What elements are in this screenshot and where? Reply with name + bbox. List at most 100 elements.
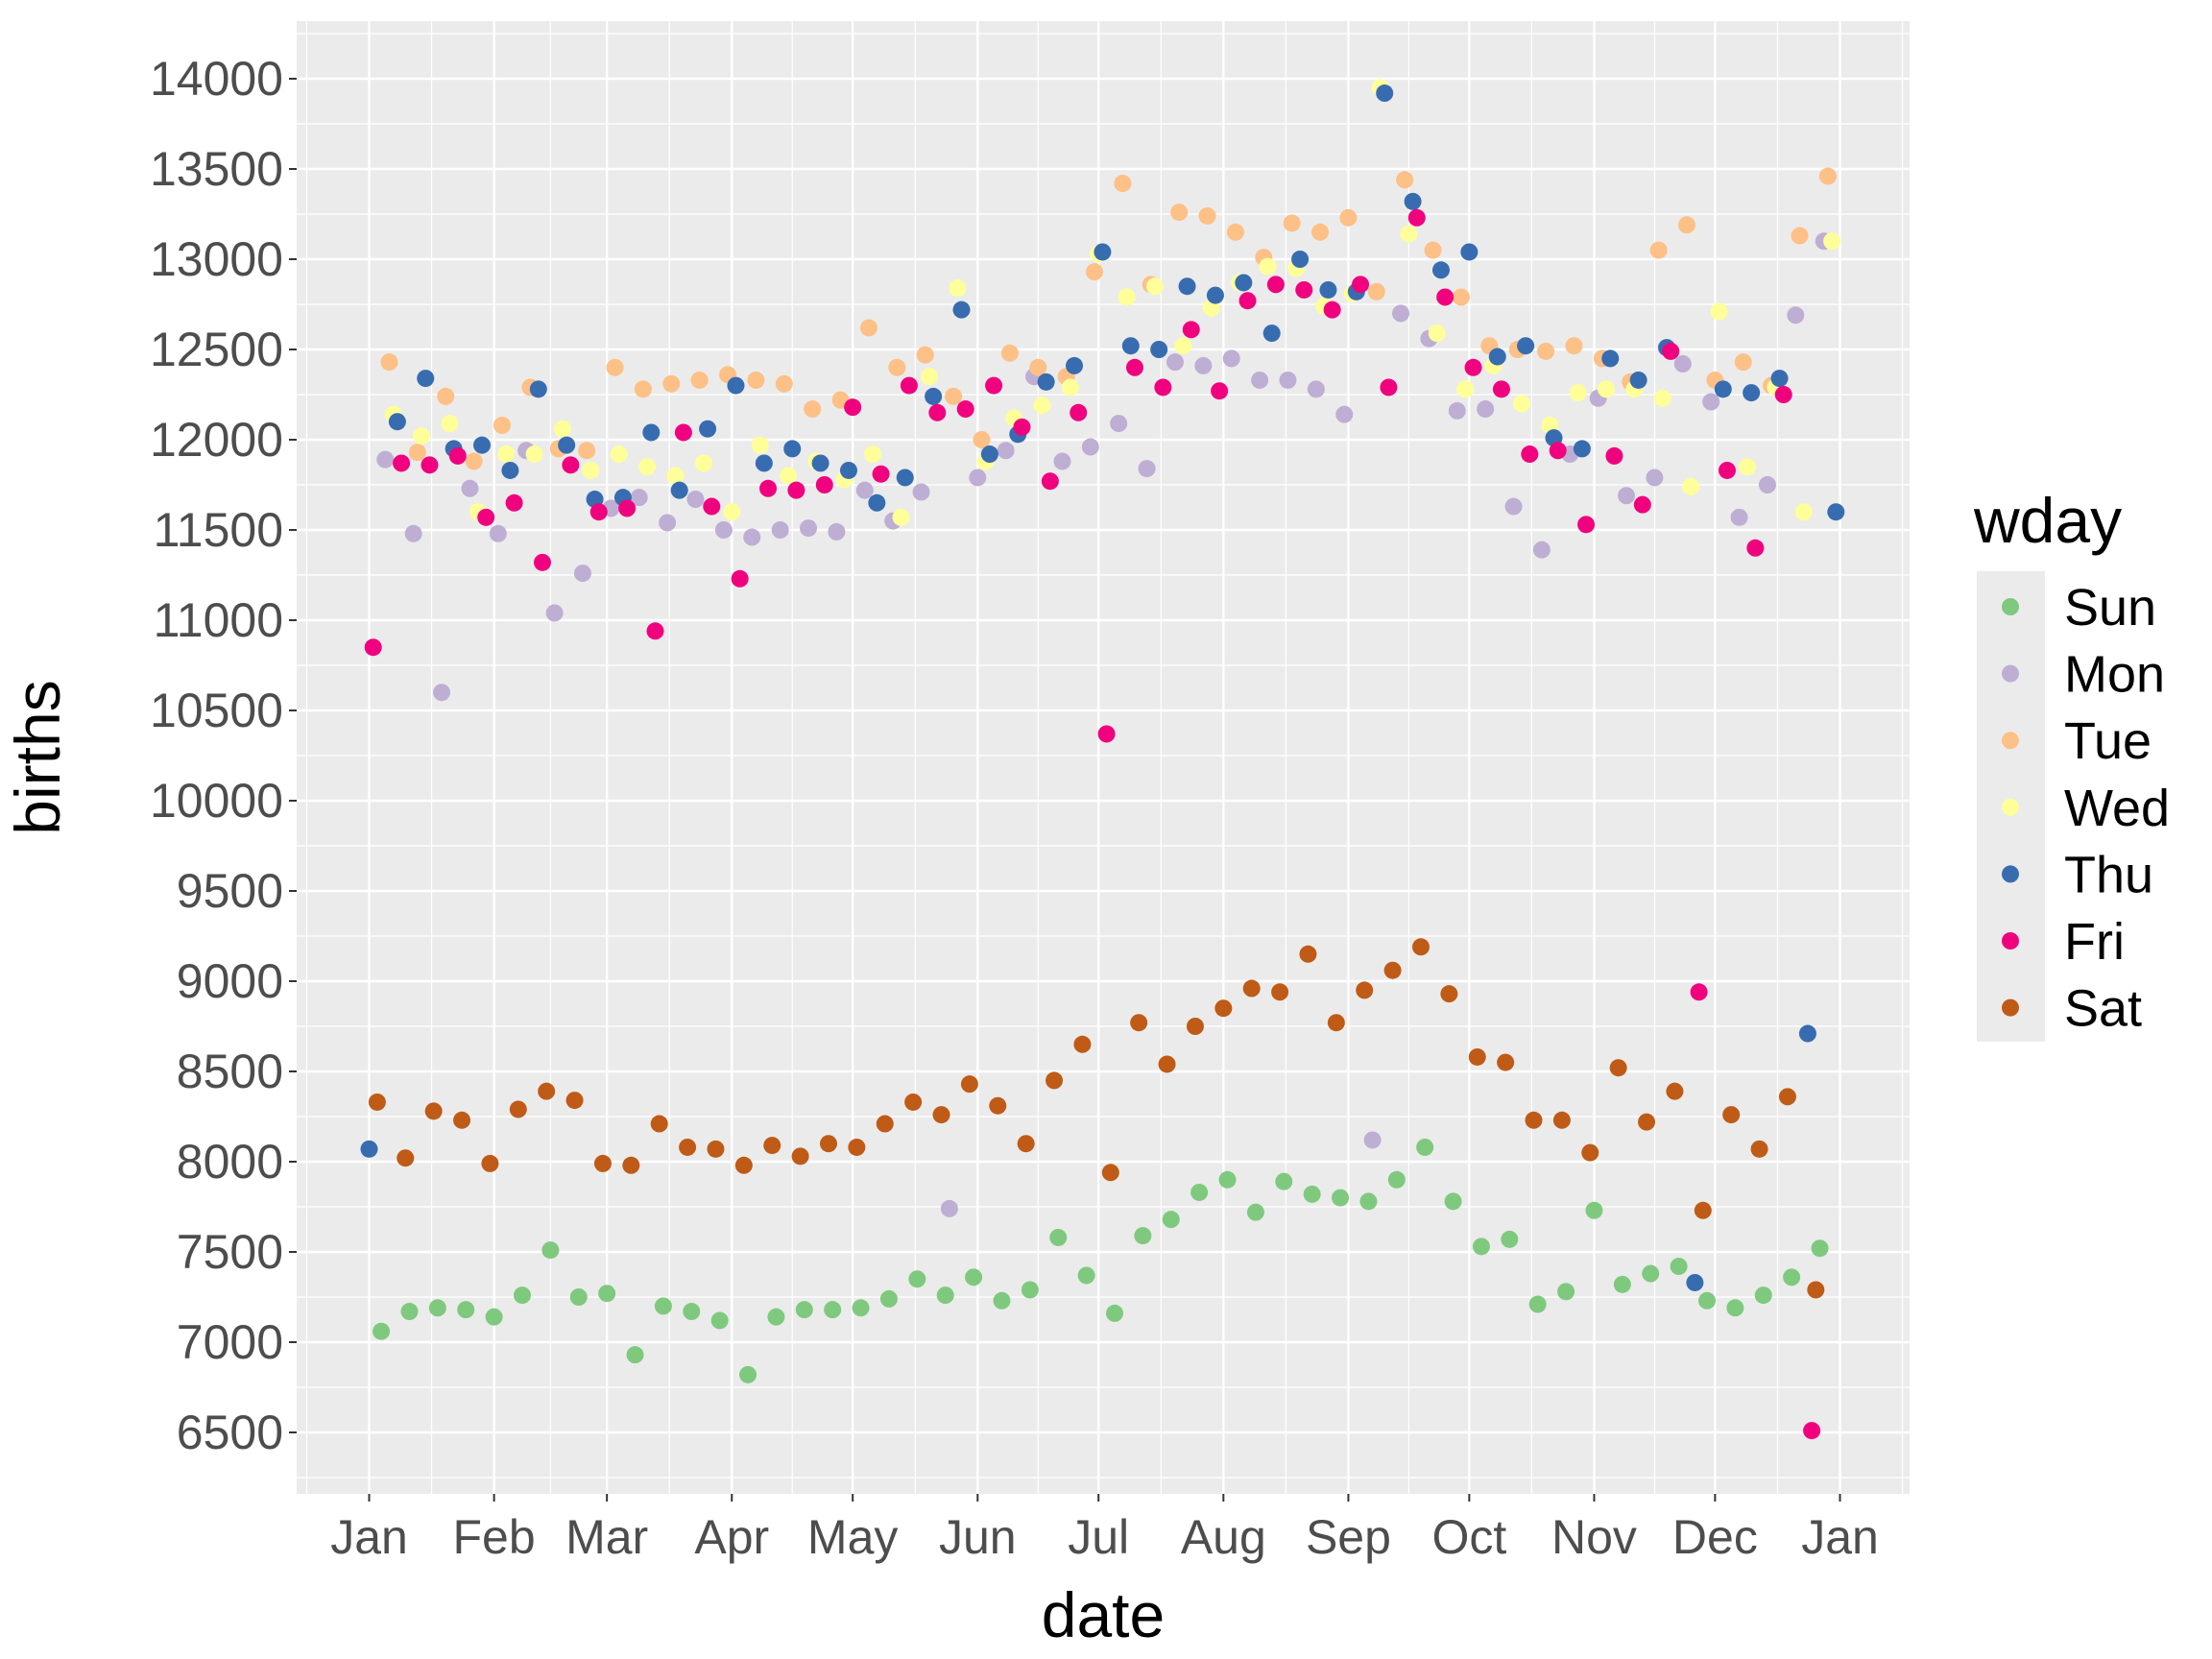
data-point-thu xyxy=(1066,356,1084,374)
data-point-thu xyxy=(558,436,576,454)
data-point-sun xyxy=(1557,1283,1575,1301)
y-tick-label: 8000 xyxy=(177,1135,283,1189)
data-point-thu xyxy=(473,436,492,454)
data-point-sat xyxy=(1581,1143,1599,1162)
legend-key-wed xyxy=(2002,798,2019,816)
data-point-fri xyxy=(1013,418,1031,436)
data-point-mon xyxy=(545,604,564,622)
data-point-sat xyxy=(538,1082,556,1100)
data-point-tue xyxy=(1818,167,1837,185)
data-point-sun xyxy=(598,1285,616,1303)
data-point-thu xyxy=(417,370,435,388)
data-point-sun xyxy=(513,1286,531,1305)
data-point-sat xyxy=(622,1156,640,1174)
data-point-sun xyxy=(1049,1228,1068,1246)
data-point-sat xyxy=(1356,981,1374,999)
legend-label: Tue xyxy=(2064,712,2152,770)
x-tick-label: Apr xyxy=(694,1510,769,1564)
data-point-sun xyxy=(457,1301,475,1319)
data-point-fri xyxy=(1718,461,1736,479)
data-point-sun xyxy=(852,1299,870,1317)
data-point-thu xyxy=(1094,243,1112,261)
data-point-tue xyxy=(1283,214,1301,232)
x-tick-label: May xyxy=(807,1510,898,1564)
data-point-sun xyxy=(485,1308,503,1326)
y-tick-label: 11500 xyxy=(154,503,283,557)
legend-key-tue xyxy=(2002,732,2019,750)
data-point-sat xyxy=(1101,1164,1119,1182)
data-point-thu xyxy=(1488,348,1506,366)
data-point-sat xyxy=(1497,1053,1515,1071)
data-point-sat xyxy=(1130,1014,1148,1032)
data-point-wed xyxy=(1512,395,1530,413)
data-point-mon xyxy=(828,522,846,541)
data-point-fri xyxy=(646,622,664,640)
data-point-tue xyxy=(945,387,963,405)
data-point-sat xyxy=(1046,1071,1064,1090)
data-point-sat xyxy=(763,1137,781,1155)
data-point-tue xyxy=(859,319,878,337)
y-tick-label: 9000 xyxy=(177,954,283,1008)
data-point-fri xyxy=(533,553,551,571)
legend-key-mon xyxy=(2002,664,2019,683)
legend-label: Mon xyxy=(2064,646,2165,704)
data-point-wed xyxy=(441,415,459,433)
data-point-sun xyxy=(428,1299,446,1317)
data-point-mon xyxy=(461,479,479,497)
data-point-mon xyxy=(912,483,930,501)
data-point-sat xyxy=(1158,1055,1176,1073)
data-point-sun xyxy=(965,1268,983,1286)
data-point-mon xyxy=(404,524,422,542)
data-point-sun xyxy=(1726,1299,1744,1317)
legend-key-sat xyxy=(2002,998,2019,1017)
data-point-mon xyxy=(714,521,733,539)
data-point-wed xyxy=(1710,302,1728,321)
data-point-tue xyxy=(1734,353,1752,372)
data-point-fri xyxy=(1633,495,1651,514)
data-point-sat xyxy=(876,1115,894,1133)
data-point-sat xyxy=(368,1093,386,1111)
data-point-fri xyxy=(844,398,862,417)
data-point-fri xyxy=(589,503,608,521)
data-point-tue xyxy=(1367,282,1385,301)
data-point-sat xyxy=(848,1138,866,1156)
data-point-thu xyxy=(1404,192,1422,210)
legend-key-thu xyxy=(2002,865,2019,883)
data-point-mon xyxy=(1222,349,1240,368)
data-point-wed xyxy=(1794,503,1813,521)
y-tick-label: 9500 xyxy=(177,864,283,918)
data-point-thu xyxy=(1573,440,1591,458)
data-point-mon xyxy=(743,528,761,546)
series-fri xyxy=(364,208,1821,1440)
data-point-wed xyxy=(1118,288,1136,306)
data-point-fri xyxy=(1154,378,1172,397)
data-point-fri xyxy=(1238,292,1257,310)
data-point-mon xyxy=(855,481,874,499)
data-point-tue xyxy=(973,431,991,448)
data-point-sun xyxy=(1783,1268,1801,1286)
data-point-thu xyxy=(952,301,971,319)
data-point-fri xyxy=(393,454,411,472)
data-point-sun xyxy=(1416,1138,1434,1156)
data-point-mon xyxy=(686,491,705,509)
data-point-sun xyxy=(1021,1281,1039,1299)
data-point-tue xyxy=(804,400,822,419)
data-point-sat xyxy=(481,1154,499,1172)
data-point-tue xyxy=(1086,263,1104,281)
data-point-tue xyxy=(916,346,934,364)
data-point-mon xyxy=(1702,393,1720,411)
data-point-thu xyxy=(1827,503,1845,521)
data-point-thu xyxy=(1262,325,1281,343)
data-point-fri xyxy=(1125,358,1143,376)
data-point-mon xyxy=(940,1199,958,1217)
y-tick-label: 7500 xyxy=(177,1225,283,1279)
data-point-sat xyxy=(397,1149,415,1167)
y-tick-label: 12000 xyxy=(150,413,283,467)
data-point-sat xyxy=(904,1093,923,1111)
data-point-fri xyxy=(505,493,523,512)
legend-key-fri xyxy=(2002,932,2019,950)
data-point-wed xyxy=(1598,380,1616,398)
data-point-fri xyxy=(985,376,1003,395)
data-point-sat xyxy=(989,1096,1007,1115)
data-point-sat xyxy=(1525,1111,1543,1129)
